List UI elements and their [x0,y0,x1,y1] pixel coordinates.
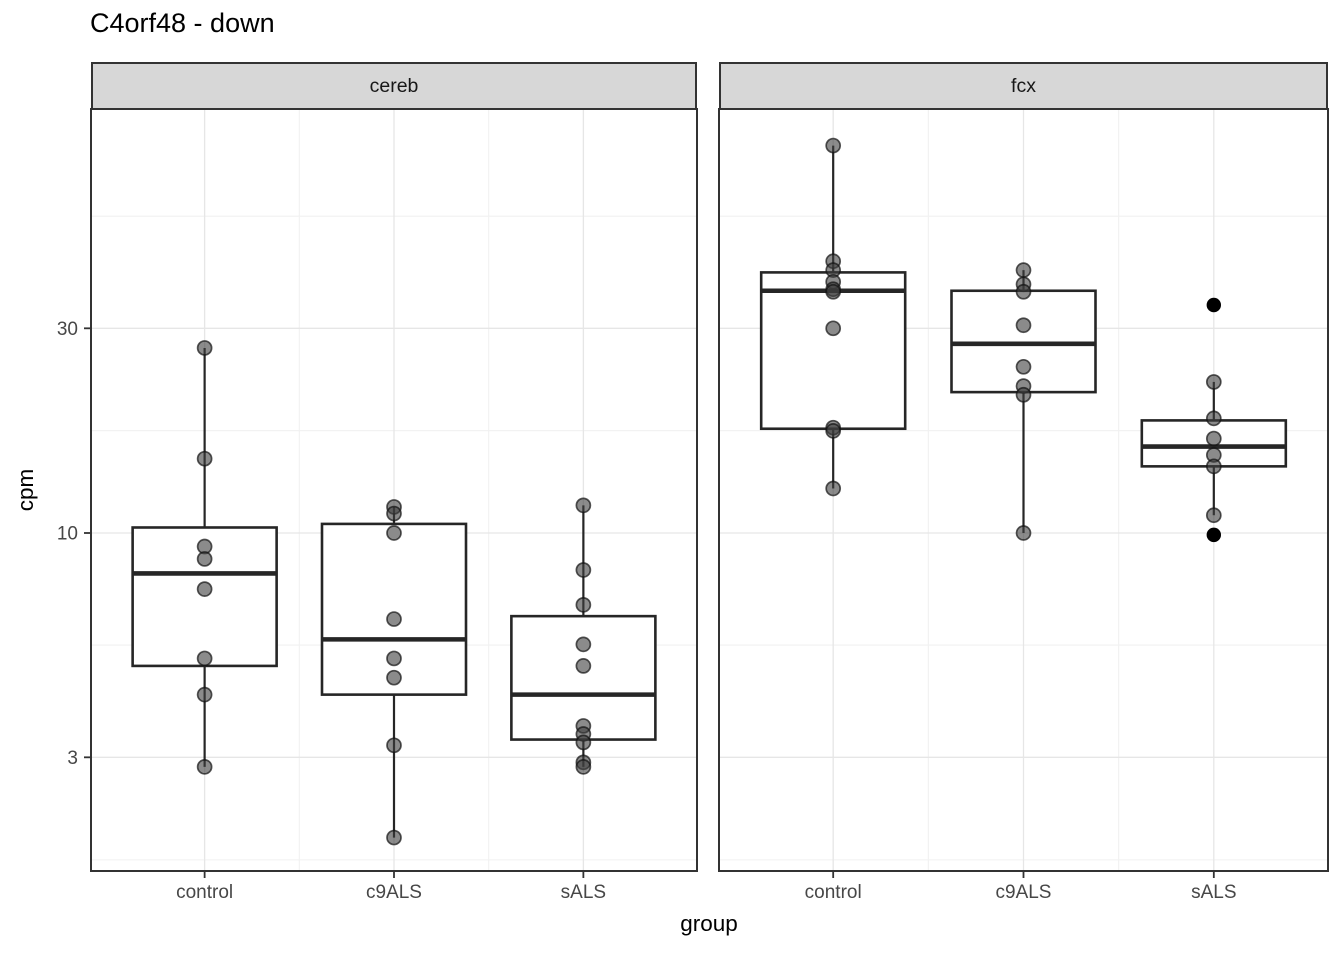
data-point [1205,374,1222,390]
data-point [1205,507,1222,524]
data-point [1205,410,1222,427]
data-point [196,759,213,775]
data-point [386,737,402,754]
data-point [196,340,213,356]
box [320,522,468,696]
data-point [825,283,842,300]
data-point [575,636,592,653]
data-point [386,829,402,846]
data-point [386,669,402,686]
facet-strip-cereb: cereb [91,62,697,110]
x-tick-label: control [805,882,862,903]
data-point [196,686,213,703]
data-point [575,562,592,578]
facet-strip-label-fcx: fcx [1011,74,1036,97]
data-point [386,525,402,541]
data-point [1015,262,1032,278]
data-point [575,734,592,751]
data-point [196,551,213,567]
outlier-point [1206,527,1222,543]
y-tick-label: 30 [57,319,78,340]
data-point [575,658,592,674]
data-point [386,650,402,667]
data-point [1205,458,1222,475]
data-point [196,650,213,667]
plot-title: C4orf48 - down [90,8,275,38]
data-point [575,759,592,775]
data-point [825,137,842,154]
x-tick-label: c9ALS [366,882,422,903]
data-point [386,505,402,522]
data-point [1205,430,1222,447]
data-point [196,450,213,467]
data-point [1015,283,1032,300]
data-point [575,597,592,613]
x-tick-label: sALS [561,882,606,903]
data-point [1015,358,1032,375]
facet-strip-label-cereb: cereb [369,74,419,97]
x-tick-label: sALS [1191,882,1236,903]
outlier-point [1206,297,1222,313]
y-tick-label: 10 [57,524,78,545]
data-point [825,320,842,337]
x-axis-title: group [680,911,738,936]
data-point [386,611,402,627]
data-point [575,497,592,514]
y-tick-label: 3 [67,748,78,769]
data-point [196,581,213,597]
box [950,289,1097,394]
x-tick-label: control [176,882,233,903]
data-point [825,423,842,439]
data-point [1015,386,1032,403]
data-point [1015,317,1032,334]
y-axis-title: cpm [13,468,38,512]
data-point [825,480,842,497]
x-tick-label: c9ALS [996,882,1052,903]
data-point [1015,525,1032,541]
